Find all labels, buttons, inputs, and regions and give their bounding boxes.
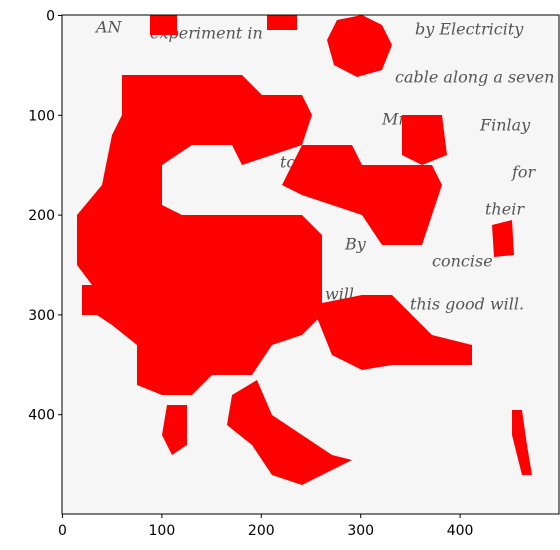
handwriting-text: Finlay	[479, 116, 531, 135]
mask	[402, 115, 447, 165]
mask	[150, 15, 177, 35]
mask-regions	[77, 15, 532, 485]
handwriting-text: for	[511, 163, 537, 182]
mask	[82, 285, 102, 315]
handwriting-text: concise	[432, 252, 493, 271]
handwriting-text: By	[344, 235, 367, 254]
handwriting-text: cable along a seven	[395, 68, 554, 87]
y-tick-label: 200	[28, 208, 55, 224]
handwriting-text: experiment in	[150, 24, 263, 43]
handwriting-text: by Electricity	[415, 20, 524, 39]
x-tick-label: 100	[149, 523, 176, 539]
mask	[312, 295, 472, 370]
handwriting-text: this good will.	[410, 295, 524, 314]
mask	[327, 15, 392, 77]
axes-frame	[61, 14, 560, 515]
mask	[267, 15, 297, 30]
mask	[162, 405, 187, 455]
x-tick-label: 300	[347, 523, 374, 539]
y-tick-label: 300	[28, 308, 55, 324]
mask	[227, 380, 352, 485]
x-tick-label: 200	[248, 523, 275, 539]
handwriting-text: their	[485, 200, 525, 219]
handwriting-text: AN	[94, 18, 123, 37]
x-tick-label: 400	[447, 523, 474, 539]
y-tick-label: 0	[46, 8, 55, 24]
y-tick-label: 400	[28, 408, 55, 424]
y-tick-label: 100	[28, 108, 55, 124]
mask	[77, 75, 322, 395]
mask	[492, 220, 514, 257]
mask	[512, 410, 532, 475]
mask	[282, 145, 442, 245]
x-tick-label: 0	[58, 523, 67, 539]
